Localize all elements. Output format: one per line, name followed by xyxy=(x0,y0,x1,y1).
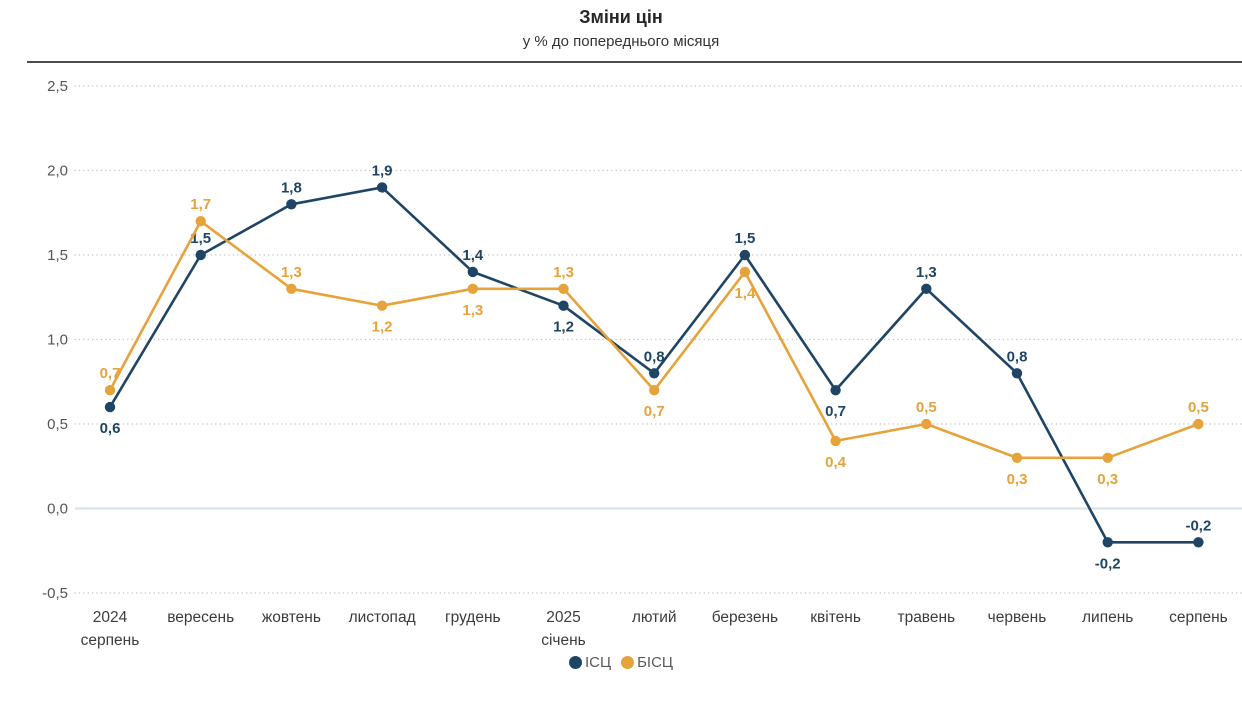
chart-title: Зміни цін xyxy=(579,7,663,27)
value-label: 0,3 xyxy=(1007,471,1028,488)
x-tick-label: квітень xyxy=(810,609,861,626)
data-point xyxy=(286,283,297,294)
data-point xyxy=(649,368,660,379)
y-tick-label: 0,0 xyxy=(47,501,68,518)
value-label: 1,2 xyxy=(553,319,574,336)
data-point xyxy=(558,300,569,311)
data-point xyxy=(558,283,569,294)
value-label: 0,7 xyxy=(644,403,665,420)
data-point xyxy=(104,385,116,396)
value-label: 0,3 xyxy=(1097,471,1118,488)
x-tick-label: травень xyxy=(897,609,955,626)
x-tick-label: вересень xyxy=(167,609,234,626)
data-point xyxy=(921,283,932,294)
x-tick-label: грудень xyxy=(445,609,501,626)
legend-marker-icon xyxy=(568,656,582,669)
data-point xyxy=(376,182,388,193)
value-label: 1,8 xyxy=(281,179,302,196)
x-tick-label: листопад xyxy=(349,609,416,626)
value-label: 0,8 xyxy=(1007,348,1028,365)
data-point xyxy=(1193,537,1204,548)
data-point xyxy=(1011,452,1023,463)
legend-item-bicp: БІСЦ xyxy=(621,654,673,671)
value-label: 1,2 xyxy=(372,319,393,336)
value-label: 1,4 xyxy=(734,285,756,302)
data-point xyxy=(195,216,206,227)
chart-legend: ІСЦ БІСЦ xyxy=(0,654,1242,671)
x-tick-label: серпень xyxy=(81,632,140,649)
data-point xyxy=(104,401,116,413)
data-point xyxy=(830,435,841,447)
data-point xyxy=(286,199,297,210)
y-tick-label: 1,5 xyxy=(47,247,68,264)
data-point xyxy=(467,283,478,294)
value-label: -0,2 xyxy=(1185,517,1211,534)
data-point xyxy=(649,385,660,396)
y-tick-label: 0,5 xyxy=(47,416,68,433)
value-label: 1,3 xyxy=(281,264,302,281)
value-label: -0,2 xyxy=(1095,555,1121,572)
value-label: 0,7 xyxy=(100,365,121,382)
legend-label: ІСЦ xyxy=(584,654,612,671)
value-label: 0,6 xyxy=(100,420,121,437)
value-label: 1,7 xyxy=(190,196,211,213)
data-point xyxy=(1102,537,1113,548)
data-point xyxy=(921,418,932,430)
value-label: 1,5 xyxy=(734,230,755,247)
data-point xyxy=(376,300,388,311)
data-point xyxy=(1011,368,1023,379)
value-label: 1,4 xyxy=(462,247,484,264)
data-point xyxy=(739,266,751,278)
y-tick-label: 1,0 xyxy=(47,332,68,349)
value-label: 1,5 xyxy=(190,230,211,247)
x-tick-label: серпень xyxy=(1169,609,1228,626)
value-label: 0,5 xyxy=(916,399,937,416)
data-point xyxy=(195,249,206,261)
legend-item-icp: ІСЦ xyxy=(568,654,612,671)
value-label: 0,8 xyxy=(644,348,665,365)
y-tick-label: 2,5 xyxy=(47,78,68,95)
legend-label: БІСЦ xyxy=(637,654,674,671)
data-point xyxy=(739,249,751,261)
value-label: 1,3 xyxy=(553,264,574,281)
x-tick-label: 2025 xyxy=(546,609,580,626)
value-label: 1,9 xyxy=(372,162,393,179)
data-point xyxy=(467,266,478,278)
y-tick-label: 2,0 xyxy=(47,163,68,180)
x-tick-label: лютий xyxy=(632,609,677,626)
data-point xyxy=(1193,418,1204,430)
x-tick-label: липень xyxy=(1082,609,1133,626)
y-tick-label: -0,5 xyxy=(42,585,68,602)
value-label: 0,7 xyxy=(825,403,846,420)
data-point xyxy=(830,385,841,396)
x-tick-label: 2024 xyxy=(93,609,128,626)
x-tick-label: січень xyxy=(541,632,586,649)
value-label: 1,3 xyxy=(462,302,483,319)
legend-marker-icon xyxy=(621,656,635,669)
value-label: 1,3 xyxy=(916,264,937,281)
chart-subtitle: у % до попереднього місяця xyxy=(522,33,720,50)
value-label: 0,5 xyxy=(1188,399,1209,416)
x-tick-label: жовтень xyxy=(262,609,321,626)
value-label: 0,4 xyxy=(825,454,847,471)
data-point xyxy=(1102,452,1113,463)
x-tick-label: березень xyxy=(712,609,778,626)
header-divider xyxy=(27,61,1242,63)
x-tick-label: червень xyxy=(988,609,1047,626)
